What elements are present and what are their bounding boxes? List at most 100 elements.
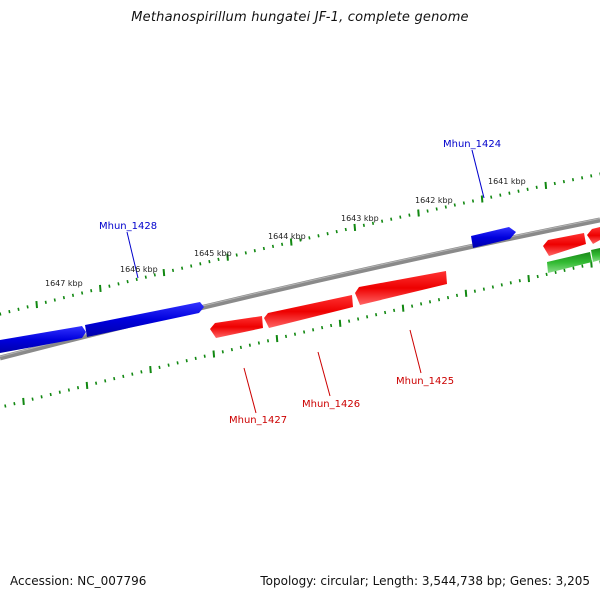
minor-tick — [31, 397, 34, 401]
label-leaders — [126, 149, 485, 414]
minor-tick — [281, 242, 284, 246]
minor-tick — [581, 264, 584, 268]
ruler-label-1641: 1641 kbp — [488, 177, 526, 186]
gene-mhun-1428[interactable] — [85, 302, 204, 337]
minor-tick — [17, 307, 20, 311]
accession-text: Accession: NC_007796 — [10, 574, 147, 588]
major-tick — [226, 253, 229, 261]
major-tick — [149, 366, 152, 374]
minor-tick — [426, 209, 429, 213]
minor-tick — [194, 356, 197, 361]
minor-tick — [366, 315, 369, 319]
gene-label-mhun-1427[interactable]: Mhun_1427 — [229, 415, 287, 426]
gene-mhun-1426[interactable] — [264, 295, 353, 328]
ruler-label-1642: 1642 kbp — [415, 196, 453, 205]
minor-tick — [144, 275, 147, 279]
minor-tick — [95, 381, 98, 385]
gene-red-right-1[interactable] — [543, 233, 586, 256]
minor-tick — [167, 363, 170, 367]
minor-tick — [4, 404, 7, 408]
minor-tick — [408, 213, 411, 217]
minor-tick — [13, 402, 16, 406]
minor-tick — [221, 350, 224, 354]
minor-tick — [299, 238, 302, 242]
minor-tick — [344, 227, 347, 232]
minor-tick — [437, 298, 441, 302]
gene-mhun-1425[interactable] — [355, 271, 447, 305]
minor-tick — [330, 323, 333, 328]
major-tick — [338, 319, 342, 327]
minor-tick — [335, 229, 338, 234]
minor-tick — [554, 270, 557, 274]
minor-tick — [357, 317, 360, 321]
minor-tick — [284, 334, 288, 339]
major-tick — [353, 223, 357, 231]
minor-tick — [49, 392, 52, 397]
minor-tick — [58, 390, 61, 394]
minor-tick — [375, 313, 378, 317]
minor-tick — [508, 191, 511, 195]
ruler-label-1646: 1646 kbp — [120, 265, 158, 274]
minor-tick — [563, 268, 566, 272]
minor-tick — [571, 178, 575, 182]
minor-tick — [293, 332, 297, 336]
major-tick — [527, 275, 530, 283]
minor-tick — [131, 372, 134, 376]
minor-tick — [581, 176, 584, 180]
gene-label-mhun-1425[interactable]: Mhun_1425 — [396, 376, 454, 387]
minor-tick — [411, 304, 414, 308]
gene-label-mhun-1428[interactable]: Mhun_1428 — [99, 221, 157, 232]
major-tick — [99, 284, 102, 292]
minor-tick — [517, 189, 520, 193]
major-tick — [85, 381, 89, 389]
major-tick — [212, 350, 216, 358]
gene-red-right-2[interactable] — [587, 227, 600, 244]
genome-backbone-highlight — [0, 218, 600, 357]
major-tick — [22, 397, 25, 405]
minor-tick — [381, 219, 384, 223]
minor-tick — [67, 388, 70, 392]
minor-tick — [248, 343, 251, 347]
minor-tick — [526, 187, 529, 191]
minor-tick — [203, 354, 206, 358]
minor-tick — [362, 223, 365, 227]
minor-tick — [471, 199, 475, 203]
major-tick — [480, 195, 484, 203]
minor-tick — [428, 300, 432, 304]
gene-mhun-1427[interactable] — [210, 316, 263, 338]
feature-green-1[interactable] — [547, 252, 592, 273]
gene-label-mhun-1424[interactable]: Mhun_1424 — [443, 139, 501, 150]
minor-tick — [455, 293, 459, 298]
minor-tick — [509, 281, 512, 285]
minor-tick — [312, 328, 315, 332]
minor-tick — [303, 330, 306, 334]
minor-tick — [473, 289, 476, 293]
gene-label-mhun-1426[interactable]: Mhun_1426 — [302, 399, 360, 410]
minor-tick — [90, 289, 93, 293]
minor-tick — [253, 249, 256, 253]
gene-labels: Mhun_1424 Mhun_1428 Mhun_1425 Mhun_1426 … — [99, 139, 501, 426]
minor-tick — [239, 345, 242, 350]
minor-tick — [317, 234, 320, 238]
minor-tick — [545, 272, 548, 277]
outer-tick-ring — [0, 172, 600, 316]
major-tick — [544, 181, 548, 189]
feature-green-2[interactable] — [591, 248, 600, 262]
gene-mhun-1424[interactable] — [471, 227, 516, 248]
major-tick — [464, 289, 468, 297]
inner-tick-ring — [4, 260, 600, 408]
minor-tick — [518, 279, 521, 283]
genome-stats-text: Topology: circular; Length: 3,544,738 bp… — [260, 574, 590, 588]
minor-tick — [176, 361, 179, 365]
minor-tick — [500, 283, 503, 287]
page-title: Methanospirillum hungatei JF-1, complete… — [131, 10, 469, 25]
gene-blue-left[interactable] — [0, 326, 86, 353]
minor-tick — [262, 246, 265, 251]
minor-tick — [308, 236, 311, 240]
minor-tick — [435, 207, 438, 211]
major-tick — [401, 304, 405, 312]
minor-tick — [158, 365, 161, 370]
minor-tick — [40, 395, 43, 399]
minor-tick — [348, 319, 351, 323]
